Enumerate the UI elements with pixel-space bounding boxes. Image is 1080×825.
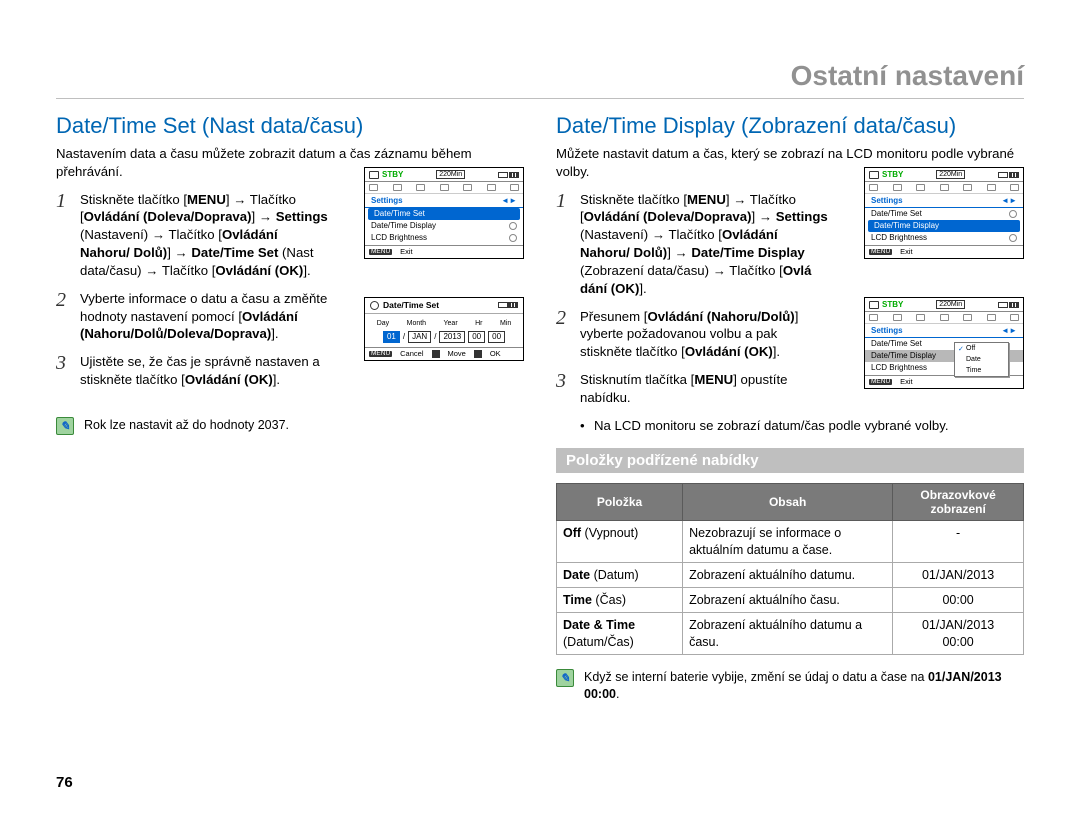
step-number: 2	[556, 308, 570, 328]
note-body: Rok lze nastavit až do hodnoty 2037.	[84, 417, 524, 434]
exit-label: Exit	[400, 248, 413, 256]
dt-label: Hr	[475, 320, 482, 327]
settings-label: Settings	[871, 197, 903, 205]
note-body: Když se interní baterie vybije, změní se…	[584, 669, 1024, 703]
table-row: Date & Time (Datum/Čas)Zobrazení aktuáln…	[557, 613, 1024, 655]
th: Obsah	[683, 484, 893, 521]
settings-label: Settings	[371, 197, 403, 205]
screen-thumb-settings-1: STBY 220Min Settings◄► Date/Time Set▲▼ D…	[364, 167, 524, 259]
step-number: 1	[56, 191, 70, 211]
menu-item[interactable]: LCD Brightness	[365, 232, 523, 244]
screen-thumb-datetime-set: Date/Time Set Day Month Year Hr Min 01/ …	[364, 297, 524, 361]
popup-item[interactable]: Date	[955, 354, 1008, 365]
step-number: 3	[556, 371, 570, 391]
min-label: 220Min	[936, 170, 965, 179]
menu-item[interactable]: LCD Brightness	[865, 232, 1023, 244]
dt-label: Month	[407, 320, 426, 327]
options-table: Položka Obsah Obrazovkové zobrazení Off …	[556, 483, 1024, 655]
stby-label: STBY	[382, 171, 403, 179]
exit-label: Exit	[900, 378, 913, 386]
step-number: 3	[56, 353, 70, 373]
stby-label: STBY	[882, 171, 903, 179]
section-title-left: Date/Time Set (Nast data/času)	[56, 113, 524, 139]
section-title-right: Date/Time Display (Zobrazení data/času)	[556, 113, 1024, 139]
page-number: 76	[56, 774, 73, 791]
chapter-title: Ostatní nastavení	[56, 60, 1024, 99]
sub-heading: Položky podřízené nabídky	[556, 448, 1024, 473]
th: Obrazovkové zobrazení	[893, 484, 1024, 521]
step-body: Vyberte informace o datu a času a změňte…	[80, 290, 330, 343]
min-label: 220Min	[936, 300, 965, 309]
popup-item[interactable]: Off	[955, 343, 1008, 354]
screen-thumb-settings-popup: STBY 220Min Settings◄► Date/Time Set Dat…	[864, 297, 1024, 389]
dt-value[interactable]: 2013	[439, 331, 465, 343]
menu-item[interactable]: Date/Time Display	[365, 220, 523, 232]
ok-label: OK	[490, 350, 501, 358]
left-column: Date/Time Set (Nast data/času) Nastavení…	[56, 113, 524, 703]
dt-value[interactable]: 01	[383, 331, 400, 343]
dt-value[interactable]: JAN	[408, 331, 431, 343]
dt-label: Day	[377, 320, 389, 327]
th: Položka	[557, 484, 683, 521]
step-body: Stiskněte tlačítko [MENU] → Tlačítko [Ov…	[580, 191, 830, 298]
menu-item[interactable]: Date/Time Set▲▼	[368, 208, 520, 220]
menu-item[interactable]: Date/Time Set	[865, 208, 1023, 220]
right-column: Date/Time Display (Zobrazení data/času) …	[556, 113, 1024, 703]
bullet: • Na LCD monitoru se zobrazí datum/čas p…	[580, 417, 1024, 435]
note-icon: ✎	[56, 417, 74, 435]
settings-label: Settings	[871, 327, 903, 335]
dt-label: Year	[444, 320, 458, 327]
tbody: Off (Vypnout)Nezobrazují se informace o …	[557, 521, 1024, 655]
dt-value[interactable]: 00	[488, 331, 505, 343]
dt-label: Min	[500, 320, 511, 327]
bullet-text: Na LCD monitoru se zobrazí datum/čas pod…	[594, 417, 949, 435]
screen-thumb-settings-2: STBY 220Min Settings◄► Date/Time Set Dat…	[864, 167, 1024, 259]
step-number: 1	[556, 191, 570, 211]
step-number: 2	[56, 290, 70, 310]
step-body: Stisknutím tlačítka [MENU] opustíte nabí…	[580, 371, 830, 407]
table-row: Date (Datum)Zobrazení aktuálního datumu.…	[557, 562, 1024, 587]
popup-item[interactable]: Time	[955, 365, 1008, 376]
popup-submenu: Off Date Time	[954, 342, 1009, 377]
step-body: Přesunem [Ovládání (Nahoru/Dolů)] vybert…	[580, 308, 830, 361]
dt-title: Date/Time Set	[383, 301, 439, 310]
note-icon: ✎	[556, 669, 574, 687]
move-label: Move	[448, 350, 466, 358]
note-left: ✎ Rok lze nastavit až do hodnoty 2037.	[56, 417, 524, 435]
stby-label: STBY	[882, 301, 903, 309]
table-row: Time (Čas)Zobrazení aktuálního času.00:0…	[557, 588, 1024, 613]
step-body: Ujistěte se, že čas je správně nastaven …	[80, 353, 330, 389]
dt-value[interactable]: 00	[468, 331, 485, 343]
step-body: Stiskněte tlačítko [MENU] → Tlačítko [Ov…	[80, 191, 330, 280]
min-label: 220Min	[436, 170, 465, 179]
page-columns: Date/Time Set (Nast data/času) Nastavení…	[56, 113, 1024, 703]
note-right: ✎ Když se interní baterie vybije, změní …	[556, 669, 1024, 703]
menu-item[interactable]: Date/Time Display▲▼	[868, 220, 1020, 232]
cancel-label: Cancel	[400, 350, 423, 358]
table-row: Off (Vypnout)Nezobrazují se informace o …	[557, 521, 1024, 563]
exit-label: Exit	[900, 248, 913, 256]
